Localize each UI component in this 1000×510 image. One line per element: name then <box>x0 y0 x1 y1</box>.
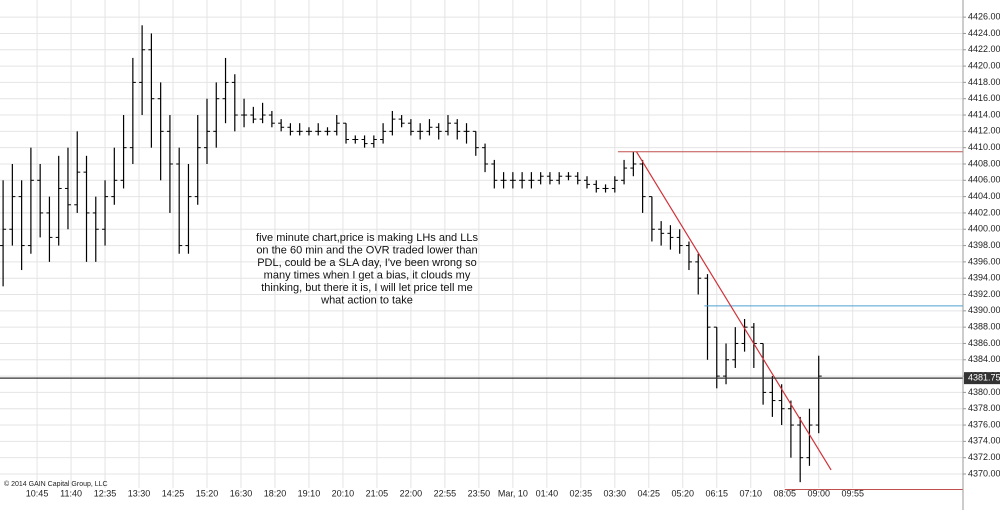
y-tick-label: 4406.00 <box>968 175 1000 185</box>
last-price-label: 4381.75 <box>968 373 1000 383</box>
x-tick-label: 15:20 <box>196 488 219 498</box>
x-tick-label: 18:20 <box>264 488 287 498</box>
y-tick-label: 4394.00 <box>968 273 1000 283</box>
y-tick-label: 4396.00 <box>968 256 1000 266</box>
y-tick-label: 4402.00 <box>968 207 1000 217</box>
x-tick-label: 14:25 <box>162 488 185 498</box>
x-tick-label: 16:30 <box>230 488 253 498</box>
x-tick-label: 09:55 <box>841 488 864 498</box>
x-tick-label: 09:00 <box>807 488 830 498</box>
annotation-line: five minute chart,price is making LHs an… <box>256 232 478 244</box>
y-tick-label: 4418.00 <box>968 77 1000 87</box>
x-tick-label: 10:45 <box>26 488 49 498</box>
x-tick-label: 06:15 <box>706 488 729 498</box>
x-tick-label: 23:50 <box>468 488 491 498</box>
y-tick-label: 4398.00 <box>968 240 1000 250</box>
y-tick-label: 4426.00 <box>968 12 1000 22</box>
y-tick-label: 4372.00 <box>968 452 1000 462</box>
y-tick-label: 4404.00 <box>968 191 1000 201</box>
y-tick-label: 4384.00 <box>968 354 1000 364</box>
annotation-line: what action to take <box>320 294 413 306</box>
copyright: © 2014 GAIN Capital Group, LLC <box>4 480 108 488</box>
x-tick-label: 04:25 <box>638 488 661 498</box>
annotation-line: thinking, but there it is, I will let pr… <box>261 282 473 294</box>
y-tick-label: 4416.00 <box>968 93 1000 103</box>
y-tick-label: 4376.00 <box>968 419 1000 429</box>
y-tick-label: 4390.00 <box>968 305 1000 315</box>
x-tick-label: 05:20 <box>672 488 695 498</box>
y-tick-label: 4408.00 <box>968 158 1000 168</box>
y-tick-label: 4378.00 <box>968 403 1000 413</box>
x-tick-label: 22:00 <box>400 488 423 498</box>
annotation-line: many times when I get a bias, it clouds … <box>264 269 471 281</box>
marks <box>0 25 963 490</box>
trend-line <box>635 151 832 471</box>
y-tick-label: 4386.00 <box>968 338 1000 348</box>
x-tick-label: 03:30 <box>604 488 627 498</box>
x-tick-label: 07:10 <box>739 488 762 498</box>
y-tick-label: 4370.00 <box>968 468 1000 478</box>
last-price-box <box>964 372 1000 385</box>
x-tick-label: 11:40 <box>60 488 82 498</box>
x-tick-label: 19:10 <box>298 488 321 498</box>
y-tick-label: 4380.00 <box>968 387 1000 397</box>
y-tick-label: 4412.00 <box>968 126 1000 136</box>
y-tick-label: 4392.00 <box>968 289 1000 299</box>
x-tick-label: 08:05 <box>773 488 796 498</box>
y-tick-label: 4420.00 <box>968 60 1000 70</box>
x-tick-label: 01:40 <box>536 488 559 498</box>
y-tick-label: 4410.00 <box>968 142 1000 152</box>
grid <box>0 0 963 488</box>
x-tick-label: Mar, 10 <box>498 488 528 498</box>
y-tick-label: 4400.00 <box>968 224 1000 234</box>
x-tick-label: 22:55 <box>434 488 457 498</box>
y-tick-label: 4374.00 <box>968 436 1000 446</box>
y-tick-label: 4422.00 <box>968 44 1000 54</box>
x-tick-label: 20:10 <box>332 488 355 498</box>
annotation-line: on the 60 min and the OVR traded lower t… <box>256 244 477 256</box>
annotation-line: PDL, could be a SLA day, I've been wrong… <box>257 257 477 269</box>
x-tick-label: 13:30 <box>128 488 151 498</box>
x-tick-label: 12:35 <box>94 488 117 498</box>
x-tick-label: 21:05 <box>366 488 389 498</box>
y-tick-label: 4424.00 <box>968 28 1000 38</box>
axes: 4370.00 4372.00 4374.00 4376.00 4378.00 4380.… <box>26 12 1000 498</box>
x-tick-label: 02:35 <box>570 488 593 498</box>
y-tick-label: 4414.00 <box>968 109 1000 119</box>
y-tick-label: 4388.00 <box>968 322 1000 332</box>
